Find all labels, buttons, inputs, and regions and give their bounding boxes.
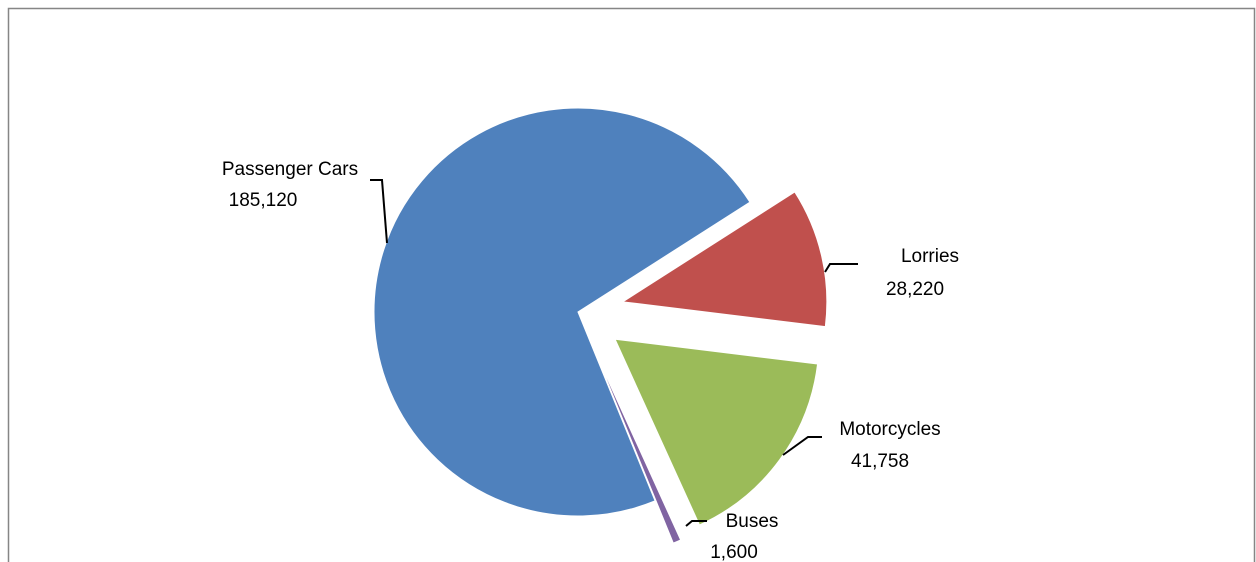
data-label-value: 1,600: [710, 542, 758, 562]
pie-slice: [595, 354, 682, 544]
leader-line: [370, 179, 388, 244]
data-label-value: 41,758: [851, 451, 909, 472]
data-label-name: Motorcycles: [839, 419, 940, 440]
leader-line: [782, 436, 822, 456]
leader-line: [824, 263, 858, 273]
data-label-name: Buses: [726, 511, 779, 532]
data-label-name: Passenger Cars: [222, 159, 358, 180]
chart-frame: [7, 7, 1256, 562]
pie-slice: [621, 191, 828, 328]
pie-slice: [373, 107, 751, 517]
data-label-value: 185,120: [229, 190, 298, 211]
leader-line: [685, 520, 707, 527]
data-label-name: Lorries: [901, 246, 959, 267]
data-label-value: 28,220: [886, 279, 944, 300]
pie-slice: [614, 338, 819, 526]
